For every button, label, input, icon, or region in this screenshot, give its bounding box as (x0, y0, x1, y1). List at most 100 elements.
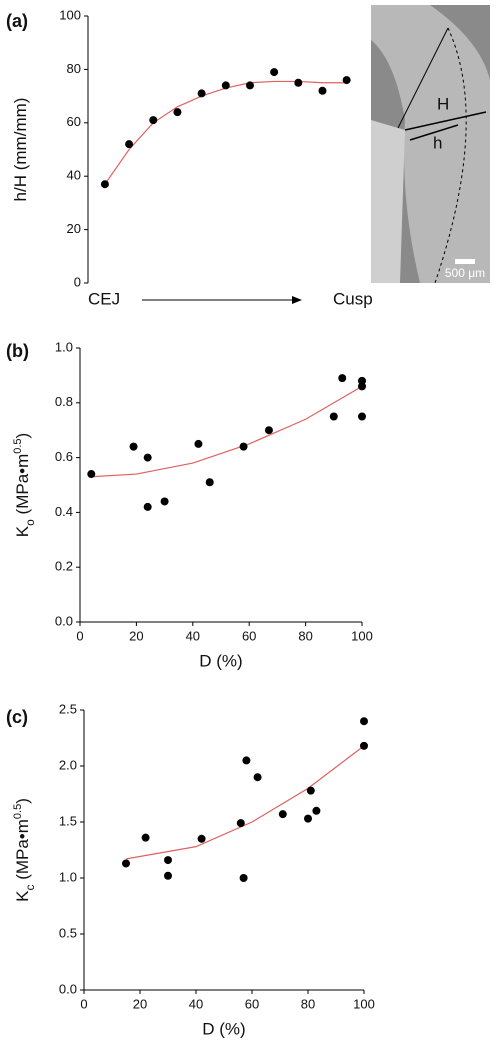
data-point (358, 382, 366, 391)
y-tick-label: 0.6 (55, 449, 73, 464)
image-line (397, 27, 449, 129)
y-label-part: K (13, 890, 32, 902)
y-tick-label: 100 (59, 7, 81, 22)
data-point (125, 140, 134, 149)
data-point (329, 412, 338, 421)
y-label-part: c (23, 885, 37, 891)
data-point (278, 810, 287, 819)
data-point (160, 497, 169, 506)
y-axis-label: Kc (MPa•m0.5) (12, 798, 37, 902)
y-tick-label: 1.0 (55, 339, 73, 354)
y-tick-label: 0.8 (55, 394, 73, 409)
fit-curve (125, 745, 365, 860)
image-dentin (371, 120, 405, 283)
data-point (242, 756, 251, 765)
data-point (270, 68, 279, 77)
x-start-label: CEJ (88, 289, 120, 308)
data-point (141, 833, 150, 842)
fit-curve (91, 385, 363, 478)
y-label-part: K (13, 525, 32, 537)
x-tick-label: 40 (189, 996, 203, 1011)
y-tick-label: 0.2 (55, 559, 73, 574)
x-tick-label: 100 (353, 996, 375, 1011)
scale-bar (455, 259, 475, 264)
y-label-part: (MPa•m (13, 454, 32, 519)
image-arrow-h-small (409, 124, 459, 141)
x-tick-label: 60 (245, 996, 259, 1011)
y-tick-label: 20 (67, 221, 81, 236)
x-axis-label: D (%) (202, 1019, 245, 1038)
y-label-part: 0.5 (12, 438, 24, 453)
data-point (294, 78, 303, 87)
data-point (318, 86, 327, 95)
panel-label: (b) (6, 341, 29, 361)
image-dashed (434, 27, 467, 284)
y-axis-label: h/H (mm/mm) (11, 98, 30, 202)
micrograph: H h 500 μm (371, 5, 490, 284)
data-point (164, 871, 172, 880)
data-point (122, 859, 130, 868)
data-point (87, 470, 96, 479)
data-point (197, 89, 206, 98)
y-axis-label: Ko (MPa•m0.5) (12, 433, 37, 537)
x-end-label: Cusp (333, 289, 373, 308)
y-tick-label: 0.4 (55, 504, 73, 519)
image-arrow-h-big (404, 111, 487, 131)
data-point (239, 442, 248, 451)
data-point (253, 773, 262, 782)
y-label-part: o (23, 519, 37, 526)
image-label: h (433, 133, 442, 152)
data-point (239, 874, 248, 882)
arrow-head (292, 296, 302, 304)
data-point (205, 478, 214, 487)
image-label: H (437, 94, 449, 113)
x-tick-label: 100 (351, 628, 373, 643)
fit-curve (104, 80, 347, 185)
y-tick-label: 1.0 (59, 869, 77, 884)
data-point (358, 376, 366, 385)
y-tick-label: 0.5 (59, 925, 77, 940)
image-tooth (371, 5, 490, 283)
panel-label: (a) (6, 11, 28, 31)
data-point (194, 439, 203, 448)
data-point (360, 741, 368, 750)
x-tick-label: 20 (133, 996, 147, 1011)
y-tick-label: 2.5 (59, 701, 77, 716)
data-point (197, 834, 206, 843)
y-label-part: h/H (mm/mm) (11, 98, 30, 202)
data-point (129, 442, 138, 451)
data-point (304, 814, 312, 823)
x-axis-label: D (%) (199, 651, 242, 670)
x-tick-label: 80 (298, 628, 312, 643)
panel-label: (c) (6, 707, 28, 727)
x-tick-label: 0 (76, 628, 83, 643)
data-point (100, 180, 109, 189)
data-point (164, 856, 172, 865)
y-tick-label: 60 (67, 114, 81, 129)
x-tick-label: 60 (242, 628, 256, 643)
data-point (149, 116, 158, 125)
y-tick-label: 40 (67, 168, 81, 183)
y-tick-label: 1.5 (59, 813, 77, 828)
data-point (358, 412, 366, 421)
data-point (360, 717, 368, 726)
data-point (236, 819, 245, 828)
y-label-part: ) (13, 433, 32, 439)
y-tick-label: 0.0 (55, 613, 73, 628)
x-tick-label: 80 (301, 996, 315, 1011)
data-point (221, 81, 230, 90)
data-point (312, 806, 321, 815)
y-label-part: ) (13, 798, 32, 804)
data-point (264, 426, 273, 435)
x-tick-label: 20 (129, 628, 143, 643)
scale-label: 500 μm (445, 266, 485, 280)
data-point (143, 453, 152, 462)
data-point (245, 81, 254, 90)
y-label-part: 0.5 (12, 804, 24, 819)
data-point (338, 374, 347, 383)
data-point (342, 76, 351, 85)
y-tick-label: 80 (67, 61, 81, 76)
y-tick-label: 0 (74, 274, 81, 289)
y-tick-label: 0.0 (59, 981, 77, 996)
